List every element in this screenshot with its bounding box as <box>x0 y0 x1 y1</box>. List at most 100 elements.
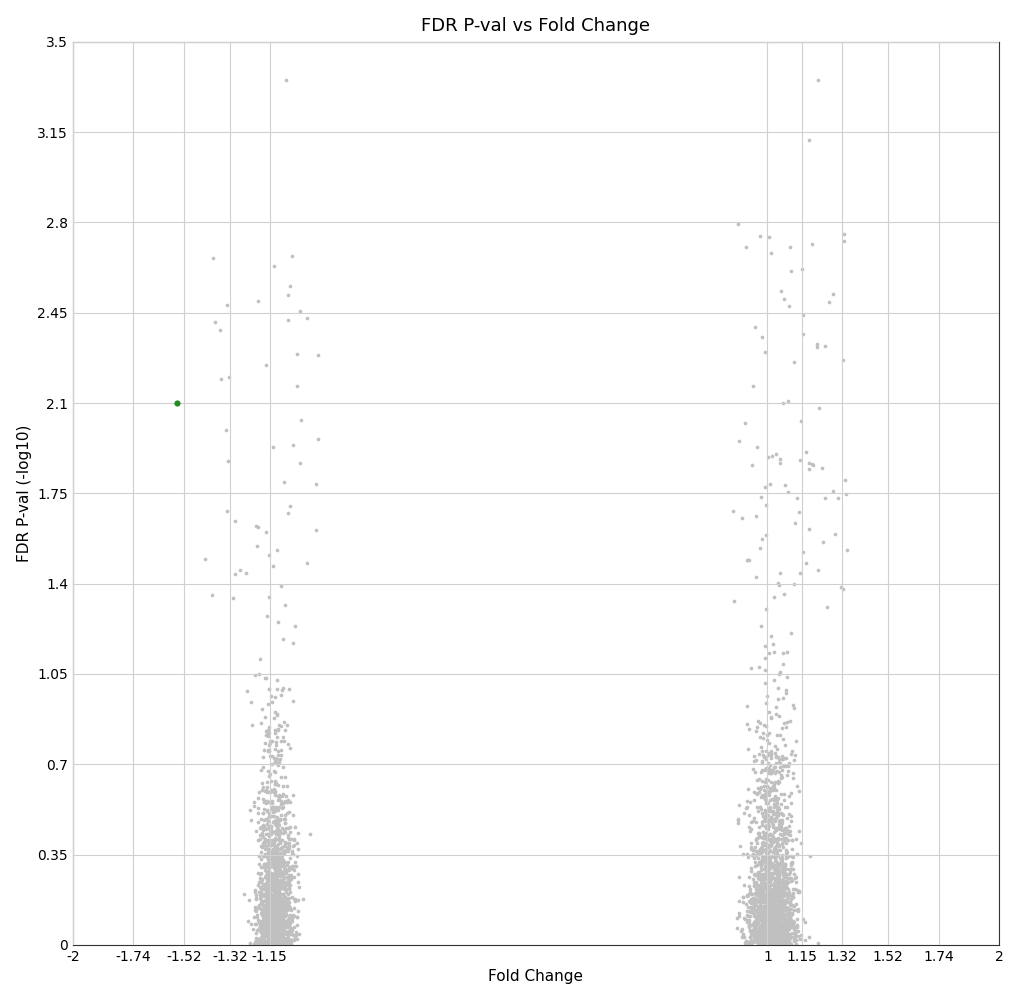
Point <box>772 934 789 950</box>
Point <box>250 934 266 950</box>
Point <box>272 867 288 883</box>
Point <box>276 861 292 877</box>
Point <box>758 910 774 926</box>
Point <box>773 860 790 876</box>
Point <box>781 239 797 255</box>
Point <box>270 868 286 884</box>
Point <box>260 846 276 862</box>
Point <box>756 818 772 834</box>
Point <box>766 749 783 765</box>
Point <box>763 903 780 919</box>
Point <box>278 895 294 911</box>
Point <box>255 819 271 835</box>
Point <box>749 713 765 729</box>
Point <box>768 929 785 945</box>
Point <box>278 930 294 946</box>
Point <box>743 894 759 910</box>
Point <box>759 849 775 865</box>
Point <box>272 882 288 898</box>
Point <box>759 932 775 948</box>
Point <box>769 921 786 937</box>
Point <box>744 761 760 777</box>
Point <box>753 874 769 890</box>
Point <box>779 920 795 936</box>
Point <box>756 803 772 819</box>
Point <box>257 901 273 917</box>
Point <box>757 785 773 801</box>
Point <box>271 913 287 929</box>
Point <box>762 906 779 922</box>
Point <box>252 890 268 906</box>
Point <box>759 928 775 944</box>
Point <box>271 919 287 935</box>
Point <box>761 826 777 842</box>
Point <box>265 854 281 870</box>
Point <box>756 868 772 884</box>
Point <box>758 904 774 920</box>
Point <box>773 908 790 924</box>
Point <box>269 847 285 863</box>
Point <box>258 936 274 952</box>
Point <box>258 884 274 900</box>
Point <box>755 926 771 942</box>
Point <box>259 816 275 832</box>
Point <box>749 923 765 939</box>
Point <box>808 339 824 355</box>
Point <box>739 553 755 569</box>
Point <box>274 843 290 859</box>
Point <box>761 783 777 799</box>
Point <box>760 908 776 924</box>
Point <box>761 874 777 890</box>
Point <box>768 861 785 877</box>
Point <box>742 823 758 839</box>
Point <box>272 935 288 951</box>
Point <box>748 884 764 900</box>
Point <box>253 934 269 950</box>
Point <box>268 901 284 917</box>
Point <box>263 869 279 885</box>
Point <box>267 865 283 881</box>
Point <box>747 933 763 949</box>
Point <box>258 909 274 925</box>
Point <box>271 928 287 944</box>
Point <box>261 890 277 906</box>
Point <box>267 920 283 936</box>
Point <box>267 826 283 842</box>
Point <box>264 881 280 897</box>
Point <box>758 936 774 952</box>
Point <box>248 891 264 907</box>
Point <box>750 901 766 917</box>
Point <box>768 919 785 935</box>
Point <box>259 857 275 873</box>
Point <box>808 336 824 352</box>
Point <box>775 820 792 836</box>
Point <box>281 877 298 893</box>
Point <box>770 664 787 680</box>
Point <box>759 815 775 831</box>
Point <box>271 935 287 951</box>
Point <box>276 834 292 850</box>
Point <box>752 855 768 871</box>
Point <box>280 869 297 885</box>
Point <box>771 904 788 920</box>
Point <box>774 857 791 873</box>
Point <box>739 887 755 903</box>
Point <box>767 749 784 765</box>
Point <box>770 934 787 950</box>
Point <box>770 932 787 948</box>
Point <box>271 903 287 919</box>
Point <box>256 917 272 933</box>
Point <box>261 919 277 935</box>
Point <box>775 937 792 953</box>
Point <box>249 538 265 554</box>
Point <box>261 743 277 759</box>
Point <box>760 899 776 915</box>
Point <box>282 902 299 918</box>
Point <box>261 924 277 940</box>
Point <box>745 915 761 931</box>
Point <box>276 889 292 905</box>
Point <box>773 927 790 943</box>
Title: FDR P-val vs Fold Change: FDR P-val vs Fold Change <box>421 17 650 35</box>
Point <box>767 907 784 923</box>
Point <box>265 902 281 918</box>
